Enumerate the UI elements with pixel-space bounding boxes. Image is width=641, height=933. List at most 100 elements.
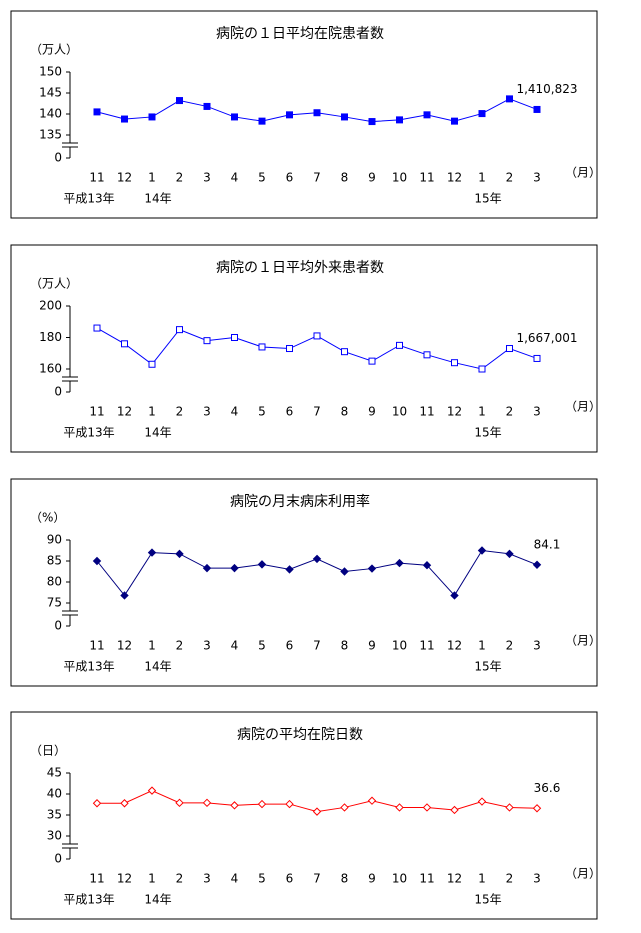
marker xyxy=(532,560,542,569)
x-tick-label: 11 xyxy=(89,171,104,185)
marker xyxy=(395,803,404,812)
marker xyxy=(121,340,128,348)
y-tick-label: 145 xyxy=(39,86,62,100)
x-tick-label: 4 xyxy=(231,872,239,886)
x-tick-label: 12 xyxy=(447,405,462,419)
x-tick-label: 12 xyxy=(447,872,462,886)
x-axis-label: （月） xyxy=(565,867,601,881)
marker xyxy=(477,797,487,806)
marker xyxy=(533,354,541,362)
x-tick-label: 6 xyxy=(286,405,294,419)
marker xyxy=(175,798,184,808)
marker xyxy=(367,796,377,805)
x-tick-label: 12 xyxy=(447,639,462,653)
chart-frame xyxy=(10,478,598,687)
x-tick-label: 11 xyxy=(419,639,434,653)
x-tick-label: 8 xyxy=(341,405,349,419)
x-tick-label: 11 xyxy=(89,639,104,653)
marker xyxy=(478,110,486,118)
axis-break-gap xyxy=(62,611,78,615)
x-tick-label: 1 xyxy=(148,171,156,185)
x-tick-label: 1 xyxy=(478,405,486,419)
x-tick-label: 2 xyxy=(506,639,514,653)
y-tick-label: 30 xyxy=(47,829,62,843)
x-tick-label: 7 xyxy=(313,171,321,185)
marker xyxy=(148,113,156,121)
x-tick-label: 9 xyxy=(368,171,376,185)
marker xyxy=(423,351,431,359)
x-tick-label: 3 xyxy=(203,872,211,886)
marker xyxy=(230,801,239,810)
x-tick-label: 12 xyxy=(117,405,132,419)
year-label: 15年 xyxy=(474,893,501,907)
y-tick-label: 90 xyxy=(47,533,62,547)
y-tick-label: 160 xyxy=(39,362,62,376)
y-tick-label: 150 xyxy=(39,65,62,79)
chart-frame xyxy=(10,711,598,920)
x-tick-label: 10 xyxy=(392,872,407,886)
marker xyxy=(92,799,102,808)
marker xyxy=(478,365,486,373)
year-label: 平成13年 xyxy=(63,192,114,206)
chart-title: 病院の平均在院日数 xyxy=(237,727,363,743)
x-tick-label: 5 xyxy=(258,405,266,419)
x-tick-label: 5 xyxy=(258,171,266,185)
x-tick-label: 2 xyxy=(176,872,184,886)
y-tick-label: 180 xyxy=(39,330,62,344)
marker xyxy=(396,341,403,349)
x-tick-label: 3 xyxy=(533,405,541,419)
x-tick-label: 3 xyxy=(203,171,211,185)
year-label: 14年 xyxy=(144,192,171,206)
y-tick-label: 80 xyxy=(47,575,62,589)
marker xyxy=(231,113,238,121)
marker xyxy=(258,343,266,351)
y-tick-label: 0 xyxy=(54,619,62,633)
marker xyxy=(506,95,513,103)
year-label: 15年 xyxy=(474,660,501,674)
y-axis-label: （%） xyxy=(30,511,65,525)
x-tick-label: 6 xyxy=(286,639,294,653)
chart-title: 病院の月末病床利用率 xyxy=(230,493,370,510)
x-tick-label: 2 xyxy=(506,171,514,185)
year-label: 14年 xyxy=(144,426,171,440)
x-tick-label: 3 xyxy=(203,405,211,419)
x-tick-label: 12 xyxy=(117,872,132,886)
x-tick-label: 1 xyxy=(148,872,156,886)
x-tick-label: 10 xyxy=(392,405,407,419)
x-tick-label: 4 xyxy=(231,639,239,653)
marker xyxy=(505,549,514,559)
marker xyxy=(286,111,293,119)
x-tick-label: 12 xyxy=(117,171,132,185)
marker xyxy=(395,558,404,568)
x-axis-label: （月） xyxy=(565,634,601,648)
marker xyxy=(202,563,212,573)
year-label: 平成13年 xyxy=(63,893,114,907)
y-tick-label: 200 xyxy=(39,299,62,313)
marker xyxy=(121,115,128,123)
x-tick-label: 3 xyxy=(203,639,211,653)
marker xyxy=(312,554,322,564)
marker xyxy=(285,565,294,574)
x-tick-label: 7 xyxy=(313,872,321,886)
marker xyxy=(257,560,267,569)
x-tick-label: 11 xyxy=(419,171,434,185)
x-tick-label: 1 xyxy=(478,872,486,886)
y-tick-label: 45 xyxy=(47,766,62,780)
value-label: 36.6 xyxy=(534,781,561,795)
axis-break-gap xyxy=(62,377,78,381)
y-axis-label: （日） xyxy=(30,744,66,758)
y-tick-label: 135 xyxy=(39,128,62,142)
year-label: 平成13年 xyxy=(63,660,114,674)
marker xyxy=(368,357,376,365)
x-tick-label: 11 xyxy=(89,872,104,886)
year-label: 15年 xyxy=(474,426,501,440)
marker xyxy=(341,348,348,356)
x-tick-label: 2 xyxy=(506,872,514,886)
x-tick-label: 5 xyxy=(258,872,266,886)
marker xyxy=(176,97,183,105)
marker xyxy=(341,113,348,121)
marker xyxy=(451,359,458,367)
y-tick-label: 75 xyxy=(47,596,62,610)
x-tick-label: 4 xyxy=(231,171,239,185)
chart-title: 病院の１日平均在院患者数 xyxy=(216,26,384,42)
